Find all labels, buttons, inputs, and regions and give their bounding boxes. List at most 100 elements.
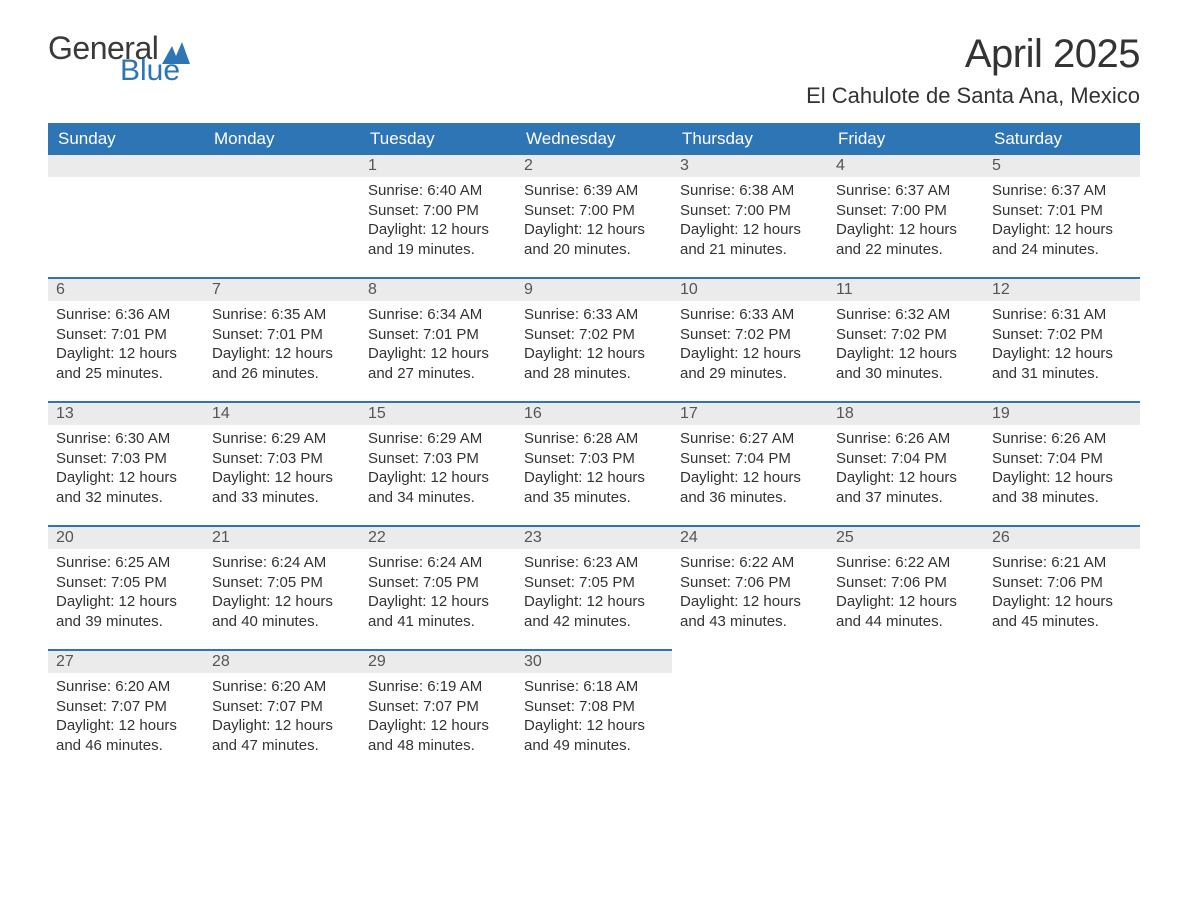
- day-number: 18: [828, 402, 984, 425]
- weekday-header: Sunday: [48, 123, 204, 155]
- sunrise-line: Sunrise: 6:21 AM: [992, 553, 1130, 573]
- sunset-line: Sunset: 7:02 PM: [836, 325, 974, 345]
- day-number-empty: [672, 650, 828, 673]
- sunset-line: Sunset: 7:00 PM: [368, 201, 506, 221]
- title-block: April 2025 El Cahulote de Santa Ana, Mex…: [806, 32, 1140, 115]
- brand-logo: General Blue: [48, 32, 190, 86]
- sunrise-line: Sunrise: 6:20 AM: [56, 677, 194, 697]
- daylight-line: Daylight: 12 hours and 43 minutes.: [680, 592, 818, 631]
- sunset-line: Sunset: 7:08 PM: [524, 697, 662, 717]
- week-content-row: Sunrise: 6:20 AMSunset: 7:07 PM Daylight:…: [48, 673, 1140, 773]
- day-details: Sunrise: 6:23 AMSunset: 7:05 PMDaylight:…: [520, 549, 668, 631]
- calendar-table: SundayMondayTuesdayWednesdayThursdayFrid…: [48, 123, 1140, 773]
- day-number-empty: [828, 650, 984, 673]
- day-number: 17: [672, 402, 828, 425]
- sunrise-line: Sunrise: 6:23 AM: [524, 553, 662, 573]
- sunset-line: Sunset: 7:06 PM: [680, 573, 818, 593]
- day-details: Sunrise: 6:40 AMSunset: 7:00 PMDaylight:…: [364, 177, 512, 259]
- sunset-line: Sunset: 7:07 PM: [56, 697, 194, 717]
- day-cell: Sunrise: 6:22 AMSunset: 7:06 PMDaylight:…: [672, 549, 828, 650]
- day-cell: Sunrise: 6:31 AMSunset: 7:02 PMDaylight:…: [984, 301, 1140, 402]
- weekday-header: Tuesday: [360, 123, 516, 155]
- day-cell: Sunrise: 6:28 AMSunset: 7:03 PMDaylight:…: [516, 425, 672, 526]
- brand-word-blue: Blue: [120, 56, 190, 86]
- day-cell-empty: [48, 177, 204, 278]
- day-cell: Sunrise: 6:26 AMSunset: 7:04 PMDaylight:…: [984, 425, 1140, 526]
- sunset-line: Sunset: 7:01 PM: [56, 325, 194, 345]
- day-cell: Sunrise: 6:24 AMSunset: 7:05 PMDaylight:…: [360, 549, 516, 650]
- sunrise-line: Sunrise: 6:26 AM: [992, 429, 1130, 449]
- daylight-line: Daylight: 12 hours and 26 minutes.: [212, 344, 350, 383]
- sunrise-line: Sunrise: 6:30 AM: [56, 429, 194, 449]
- day-cell-empty: [828, 673, 984, 773]
- day-number: 14: [204, 402, 360, 425]
- day-cell: Sunrise: 6:39 AMSunset: 7:00 PMDaylight:…: [516, 177, 672, 278]
- sunset-line: Sunset: 7:01 PM: [212, 325, 350, 345]
- daylight-line: Daylight: 12 hours and 49 minutes.: [524, 716, 662, 755]
- sunset-line: Sunset: 7:01 PM: [992, 201, 1130, 221]
- daylight-line: Daylight: 12 hours and 42 minutes.: [524, 592, 662, 631]
- day-cell: Sunrise: 6:26 AMSunset: 7:04 PMDaylight:…: [828, 425, 984, 526]
- page-title: April 2025: [806, 32, 1140, 77]
- sunset-line: Sunset: 7:00 PM: [680, 201, 818, 221]
- day-number-empty: [204, 155, 360, 177]
- day-number: 12: [984, 278, 1140, 301]
- day-cell: Sunrise: 6:25 AMSunset: 7:05 PMDaylight:…: [48, 549, 204, 650]
- day-details: Sunrise: 6:33 AMSunset: 7:02 PMDaylight:…: [520, 301, 668, 383]
- day-number: 29: [360, 650, 516, 673]
- day-cell-empty: [672, 673, 828, 773]
- sunrise-line: Sunrise: 6:31 AM: [992, 305, 1130, 325]
- week-daynum-row: 12345: [48, 155, 1140, 177]
- day-details: Sunrise: 6:20 AMSunset: 7:07 PMDaylight:…: [208, 673, 356, 755]
- day-number-empty: [48, 155, 204, 177]
- day-details: Sunrise: 6:32 AMSunset: 7:02 PMDaylight:…: [832, 301, 980, 383]
- day-number: 5: [984, 155, 1140, 177]
- day-number: 11: [828, 278, 984, 301]
- sunrise-line: Sunrise: 6:40 AM: [368, 181, 506, 201]
- day-cell: Sunrise: 6:37 AMSunset: 7:01 PMDaylight:…: [984, 177, 1140, 278]
- day-cell: Sunrise: 6:29 AMSunset: 7:03 PMDaylight:…: [360, 425, 516, 526]
- day-number: 4: [828, 155, 984, 177]
- day-details: Sunrise: 6:34 AMSunset: 7:01 PMDaylight:…: [364, 301, 512, 383]
- sunset-line: Sunset: 7:04 PM: [680, 449, 818, 469]
- day-cell: Sunrise: 6:40 AMSunset: 7:00 PMDaylight:…: [360, 177, 516, 278]
- week-content-row: Sunrise: 6:30 AMSunset: 7:03 PMDaylight:…: [48, 425, 1140, 526]
- day-cell: Sunrise: 6:36 AMSunset: 7:01 PMDaylight:…: [48, 301, 204, 402]
- sunrise-line: Sunrise: 6:24 AM: [368, 553, 506, 573]
- weekday-header: Wednesday: [516, 123, 672, 155]
- page: General Blue April 2025 El Cahulote de S…: [0, 0, 1188, 813]
- sunset-line: Sunset: 7:05 PM: [524, 573, 662, 593]
- daylight-line: Daylight: 12 hours and 41 minutes.: [368, 592, 506, 631]
- daylight-line: Daylight: 12 hours and 47 minutes.: [212, 716, 350, 755]
- daylight-line: Daylight: 12 hours and 24 minutes.: [992, 220, 1130, 259]
- day-cell: Sunrise: 6:23 AMSunset: 7:05 PMDaylight:…: [516, 549, 672, 650]
- day-details: Sunrise: 6:18 AMSunset: 7:08 PMDaylight:…: [520, 673, 668, 755]
- sunset-line: Sunset: 7:05 PM: [368, 573, 506, 593]
- day-details: Sunrise: 6:35 AMSunset: 7:01 PMDaylight:…: [208, 301, 356, 383]
- daylight-line: Daylight: 12 hours and 33 minutes.: [212, 468, 350, 507]
- day-details: Sunrise: 6:29 AMSunset: 7:03 PMDaylight:…: [208, 425, 356, 507]
- day-details: Sunrise: 6:27 AMSunset: 7:04 PMDaylight:…: [676, 425, 824, 507]
- sunrise-line: Sunrise: 6:32 AM: [836, 305, 974, 325]
- daylight-line: Daylight: 12 hours and 21 minutes.: [680, 220, 818, 259]
- day-cell: Sunrise: 6:33 AMSunset: 7:02 PMDaylight:…: [516, 301, 672, 402]
- sunset-line: Sunset: 7:05 PM: [212, 573, 350, 593]
- day-details: Sunrise: 6:21 AMSunset: 7:06 PMDaylight:…: [988, 549, 1136, 631]
- day-number: 6: [48, 278, 204, 301]
- daylight-line: Daylight: 12 hours and 45 minutes.: [992, 592, 1130, 631]
- sunset-line: Sunset: 7:02 PM: [524, 325, 662, 345]
- sunset-line: Sunset: 7:05 PM: [56, 573, 194, 593]
- week-daynum-row: 20212223242526: [48, 526, 1140, 549]
- day-number: 9: [516, 278, 672, 301]
- sunrise-line: Sunrise: 6:38 AM: [680, 181, 818, 201]
- day-cell-empty: [984, 673, 1140, 773]
- week-content-row: Sunrise: 6:25 AMSunset: 7:05 PMDaylight:…: [48, 549, 1140, 650]
- day-cell: Sunrise: 6:30 AMSunset: 7:03 PMDaylight:…: [48, 425, 204, 526]
- day-details: Sunrise: 6:24 AMSunset: 7:05 PMDaylight:…: [364, 549, 512, 631]
- day-number-empty: [984, 650, 1140, 673]
- sunset-line: Sunset: 7:02 PM: [992, 325, 1130, 345]
- day-number: 15: [360, 402, 516, 425]
- day-number: 24: [672, 526, 828, 549]
- sunrise-line: Sunrise: 6:22 AM: [680, 553, 818, 573]
- day-cell: Sunrise: 6:20 AMSunset: 7:07 PMDaylight:…: [48, 673, 204, 773]
